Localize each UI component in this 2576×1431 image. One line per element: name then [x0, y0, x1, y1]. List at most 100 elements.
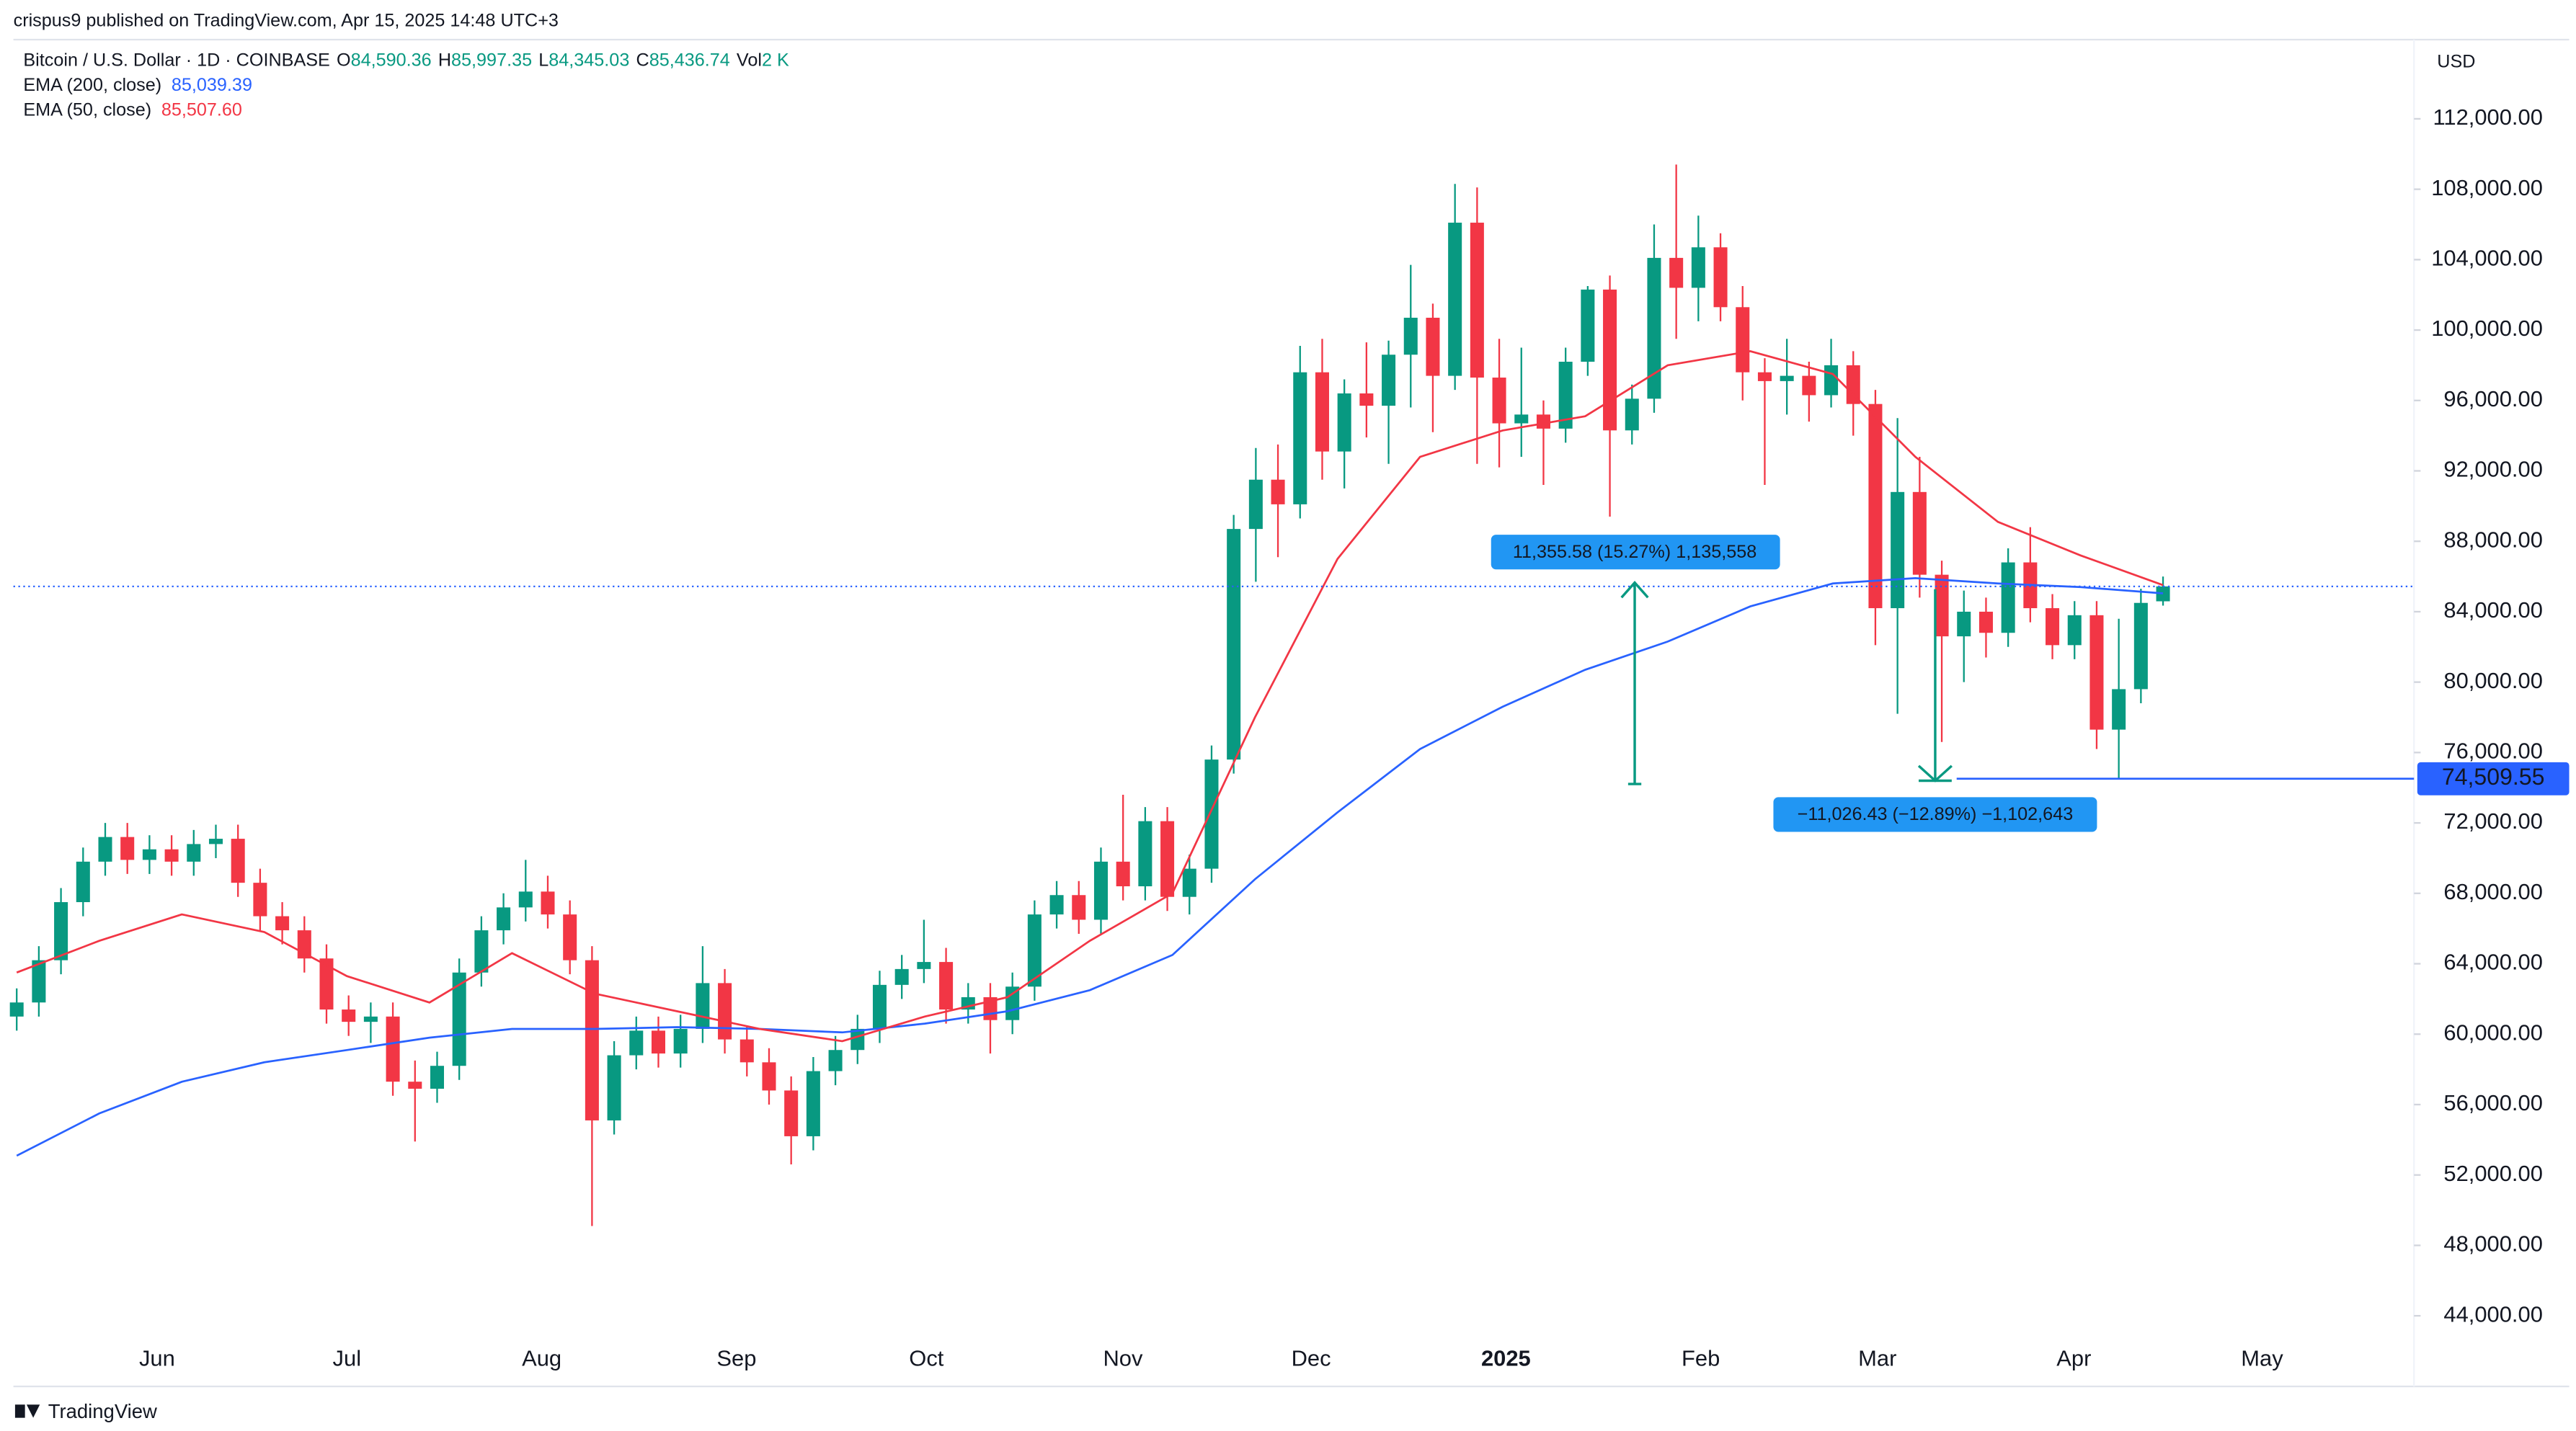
legend-value: 84,345.03 — [548, 50, 629, 70]
candle-body — [1204, 759, 1219, 869]
candle-body — [1359, 393, 1374, 406]
candle-body — [275, 916, 290, 931]
candle-body — [120, 837, 135, 860]
candle-body — [342, 1009, 356, 1022]
legend-value: 85,039.39 — [172, 75, 252, 95]
candle-body — [54, 902, 68, 960]
candle-body — [1625, 398, 1639, 431]
candle-body — [806, 1071, 820, 1136]
candle-body — [1713, 247, 1728, 308]
candle-body — [1891, 491, 1905, 609]
candle-body — [1780, 375, 1794, 381]
candle-body — [939, 962, 954, 1010]
y-tick-label: 72,000.00 — [2443, 808, 2543, 834]
candle-body — [2046, 608, 2060, 646]
candle-body — [696, 983, 710, 1029]
legend-value: Bitcoin / U.S. Dollar · 1D · COINBASE — [23, 50, 329, 70]
candle-body — [1271, 479, 1285, 504]
y-tick-label: 52,000.00 — [2443, 1161, 2543, 1186]
arrow-head — [1620, 581, 1649, 599]
candle-body — [917, 962, 931, 969]
candle-body — [363, 1016, 378, 1022]
y-tick-label: 44,000.00 — [2443, 1301, 2543, 1327]
candle-body — [1736, 307, 1750, 373]
legend-value: EMA (50, close) — [23, 99, 151, 120]
candle-body — [1581, 289, 1595, 362]
x-tick-label: Sep — [716, 1346, 756, 1371]
candle-body — [1757, 372, 1772, 381]
candle-body — [541, 891, 555, 915]
y-tick-label: 84,000.00 — [2443, 597, 2543, 623]
candle-body — [718, 983, 732, 1040]
candle-body — [1603, 289, 1617, 431]
candle-body — [9, 1002, 24, 1017]
candle-body — [740, 1039, 754, 1063]
x-tick-label: Jun — [139, 1346, 175, 1371]
candle-body — [607, 1055, 621, 1120]
candle-body — [1978, 611, 1993, 633]
candle-body — [894, 968, 909, 985]
legend-value: 85,436.74 — [649, 50, 730, 70]
candle-body — [1116, 861, 1130, 887]
candle-body — [585, 960, 599, 1120]
legend-value: 85,997.35 — [451, 50, 532, 70]
candle-body — [1182, 868, 1196, 897]
candle-body — [1492, 378, 1506, 424]
x-tick-label: Mar — [1858, 1346, 1896, 1371]
candle-body — [187, 844, 201, 862]
candle-body — [1248, 479, 1263, 530]
x-tick-label: Aug — [522, 1346, 561, 1371]
candle-body — [1868, 404, 1883, 609]
candle-body — [1160, 821, 1175, 897]
candle-body — [563, 914, 577, 960]
candle-body — [2112, 689, 2126, 730]
y-tick-label: 104,000.00 — [2431, 246, 2543, 271]
candle-body — [1293, 372, 1307, 504]
price-label-box — [2417, 762, 2570, 795]
candle-body — [142, 849, 156, 860]
candle-body — [1957, 611, 1971, 637]
candle-body — [2089, 615, 2104, 730]
candle-body — [629, 1030, 644, 1056]
annotation: 11,355.58 (15.27%) 1,135,558 — [1513, 542, 1756, 562]
candle-body — [2067, 615, 2082, 646]
x-tick-label: Dec — [1292, 1346, 1331, 1371]
candle-body — [828, 1050, 843, 1071]
legend-value: EMA (200, close) — [23, 75, 161, 95]
candle-body — [164, 849, 179, 862]
candle-body — [1846, 365, 1860, 404]
y-tick-label: 80,000.00 — [2443, 668, 2543, 693]
y-tick-label: 108,000.00 — [2431, 175, 2543, 200]
candle-body — [1072, 895, 1086, 920]
currency: USD — [2437, 52, 2475, 72]
legend-value: Vol — [737, 50, 762, 70]
candle-body — [1138, 821, 1152, 887]
candle-body — [497, 907, 511, 931]
annotation-box — [1773, 797, 2097, 832]
candle-body — [408, 1082, 422, 1089]
candle-body — [1448, 223, 1462, 376]
candle-body — [784, 1090, 799, 1136]
candle-body — [1403, 317, 1418, 355]
candle-body — [1558, 362, 1573, 429]
candle-body — [2156, 586, 2170, 602]
x-tick-label: Jul — [333, 1346, 362, 1371]
x-tick-label: 2025 — [1481, 1346, 1531, 1371]
price-label: 74,509.55 — [2442, 764, 2545, 790]
candle-body — [1802, 375, 1816, 396]
legend-value: 84,590.36 — [351, 50, 432, 70]
candle-body — [2133, 602, 2148, 690]
candle-body — [1049, 895, 1064, 915]
candle-body — [762, 1062, 776, 1091]
annotation-box — [1491, 535, 1780, 570]
y-tick-label: 60,000.00 — [2443, 1020, 2543, 1045]
candle-body — [1647, 257, 1661, 399]
published-line: crispus9 published on TradingView.com, A… — [14, 10, 559, 30]
candle-body — [1536, 414, 1550, 429]
candle-body — [1337, 393, 1351, 452]
candle-body — [1027, 914, 1041, 987]
candle-body — [231, 839, 245, 883]
legend-value: O — [337, 50, 351, 70]
